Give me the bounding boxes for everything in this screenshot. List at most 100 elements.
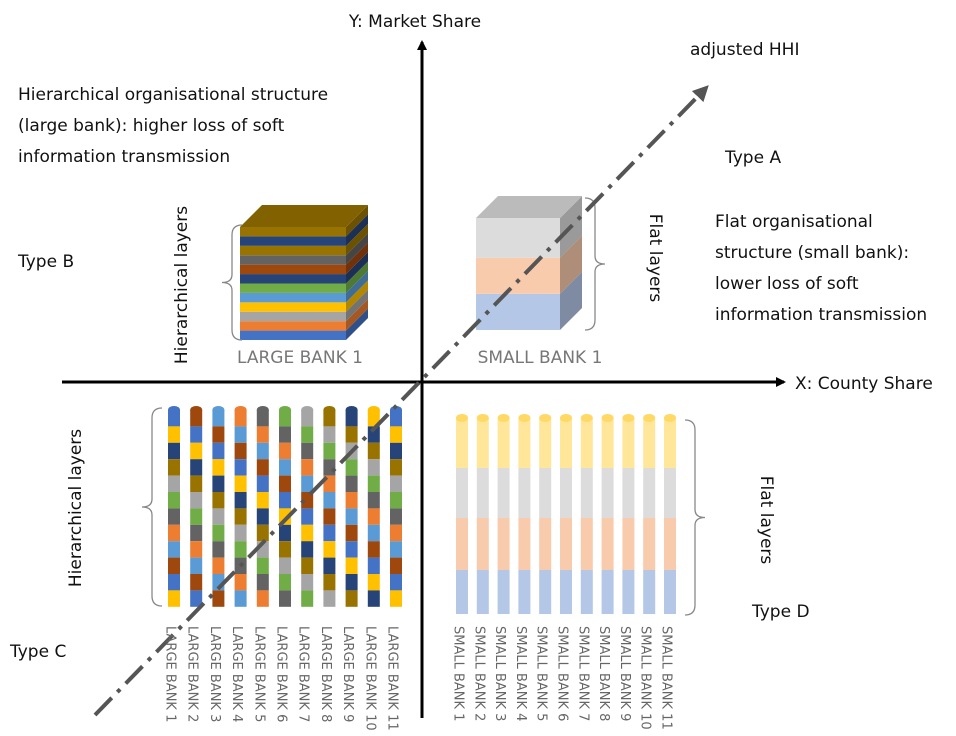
column-cap — [622, 414, 635, 422]
column-layer — [323, 410, 336, 427]
column-layer — [345, 426, 358, 443]
column-layer — [212, 475, 225, 492]
bank-label: LARGE BANK 11 — [385, 626, 400, 731]
cube-layer — [240, 321, 346, 331]
column-layer — [601, 418, 614, 468]
column-layer — [601, 518, 614, 570]
cube-top — [476, 196, 582, 218]
cube-label: SMALL BANK 1 — [478, 348, 603, 368]
cube-layer — [240, 302, 346, 312]
column-layer — [256, 574, 269, 591]
column-layer — [518, 570, 531, 614]
column-layer — [279, 524, 291, 542]
column-layer — [323, 492, 336, 509]
note-line: information transmission — [18, 147, 230, 167]
bank-label: SMALL BANK 3 — [492, 626, 507, 721]
column-layer — [601, 570, 614, 614]
column-layer — [390, 590, 402, 607]
type-b: Type B — [17, 252, 74, 272]
column-layer — [456, 418, 468, 468]
bank-label: LARGE BANK 2 — [185, 626, 200, 722]
column-layer — [390, 475, 402, 492]
bank-label: LARGE BANK 4 — [229, 626, 244, 722]
y-label: Y: Market Share — [348, 12, 481, 32]
column-layer — [234, 426, 247, 443]
column-cap — [256, 406, 269, 414]
cube-layer — [240, 236, 346, 246]
column-layer — [367, 590, 380, 607]
column-layer — [539, 518, 552, 570]
brace-label: Hierarchical layers — [66, 429, 86, 587]
column-cap — [643, 414, 656, 422]
column-layer — [390, 541, 402, 558]
bank-label: SMALL BANK 6 — [555, 626, 570, 721]
column-layer — [476, 570, 489, 614]
column-layer — [168, 459, 180, 476]
column-layer — [190, 557, 203, 574]
column-layer — [601, 468, 614, 518]
column-layer — [323, 442, 336, 460]
column-layer — [622, 570, 635, 614]
column-layer — [390, 574, 402, 591]
cube-side — [346, 308, 368, 340]
cube-layer — [240, 255, 346, 265]
cube-side — [346, 299, 368, 331]
column-layer — [664, 570, 676, 614]
column-layer — [190, 442, 203, 460]
column-layer — [323, 541, 336, 558]
column-layer — [168, 590, 180, 607]
column-layer — [256, 442, 269, 460]
brace — [584, 197, 606, 331]
column-layer — [256, 475, 269, 492]
type-d: Type D — [751, 602, 810, 622]
cube-layer — [240, 311, 346, 322]
column-layer — [301, 508, 314, 525]
note-line: Flat organisational — [715, 212, 873, 232]
bank-label: SMALL BANK 4 — [513, 626, 528, 721]
column-layer — [168, 475, 180, 492]
cube-side — [346, 242, 368, 275]
column-layer — [518, 418, 531, 468]
column-layer — [345, 492, 358, 509]
bank-label: SMALL BANK 1 — [451, 626, 466, 721]
column-layer — [367, 541, 380, 558]
cube-side — [346, 252, 368, 284]
cube-layer — [240, 292, 346, 303]
column-layer — [190, 410, 203, 427]
column-layer — [234, 524, 247, 542]
cube-layer — [240, 283, 346, 293]
bank-label: SMALL BANK 7 — [575, 626, 590, 721]
cube-side — [346, 233, 368, 265]
column-layer — [212, 508, 225, 525]
column-cap — [390, 406, 402, 414]
column-layer — [390, 459, 402, 476]
column-layer — [497, 570, 510, 614]
column-layer — [367, 492, 380, 509]
column-layer — [664, 418, 676, 468]
column-layer — [622, 418, 635, 468]
column-layer — [497, 418, 510, 468]
note-line: (large bank): higher loss of soft — [18, 116, 285, 136]
bank-label: SMALL BANK 5 — [534, 626, 549, 721]
cube-side — [346, 270, 368, 303]
cube-side — [346, 205, 368, 237]
column-layer — [234, 459, 247, 476]
x-label: X: County Share — [795, 374, 933, 394]
column-layer — [643, 518, 656, 570]
column-layer — [497, 468, 510, 518]
column-layer — [560, 570, 572, 614]
column-layer — [234, 590, 247, 607]
column-layer — [643, 570, 656, 614]
column-layer — [456, 518, 468, 570]
column-layer — [279, 426, 291, 443]
column-layer — [367, 574, 380, 591]
column-layer — [390, 442, 402, 460]
column-layer — [622, 518, 635, 570]
cube-side — [560, 235, 582, 294]
column-layer — [168, 557, 180, 574]
column-layer — [323, 574, 336, 591]
column-layer — [212, 541, 225, 558]
bank-label: LARGE BANK 7 — [296, 626, 311, 722]
hhi-line — [93, 85, 709, 717]
